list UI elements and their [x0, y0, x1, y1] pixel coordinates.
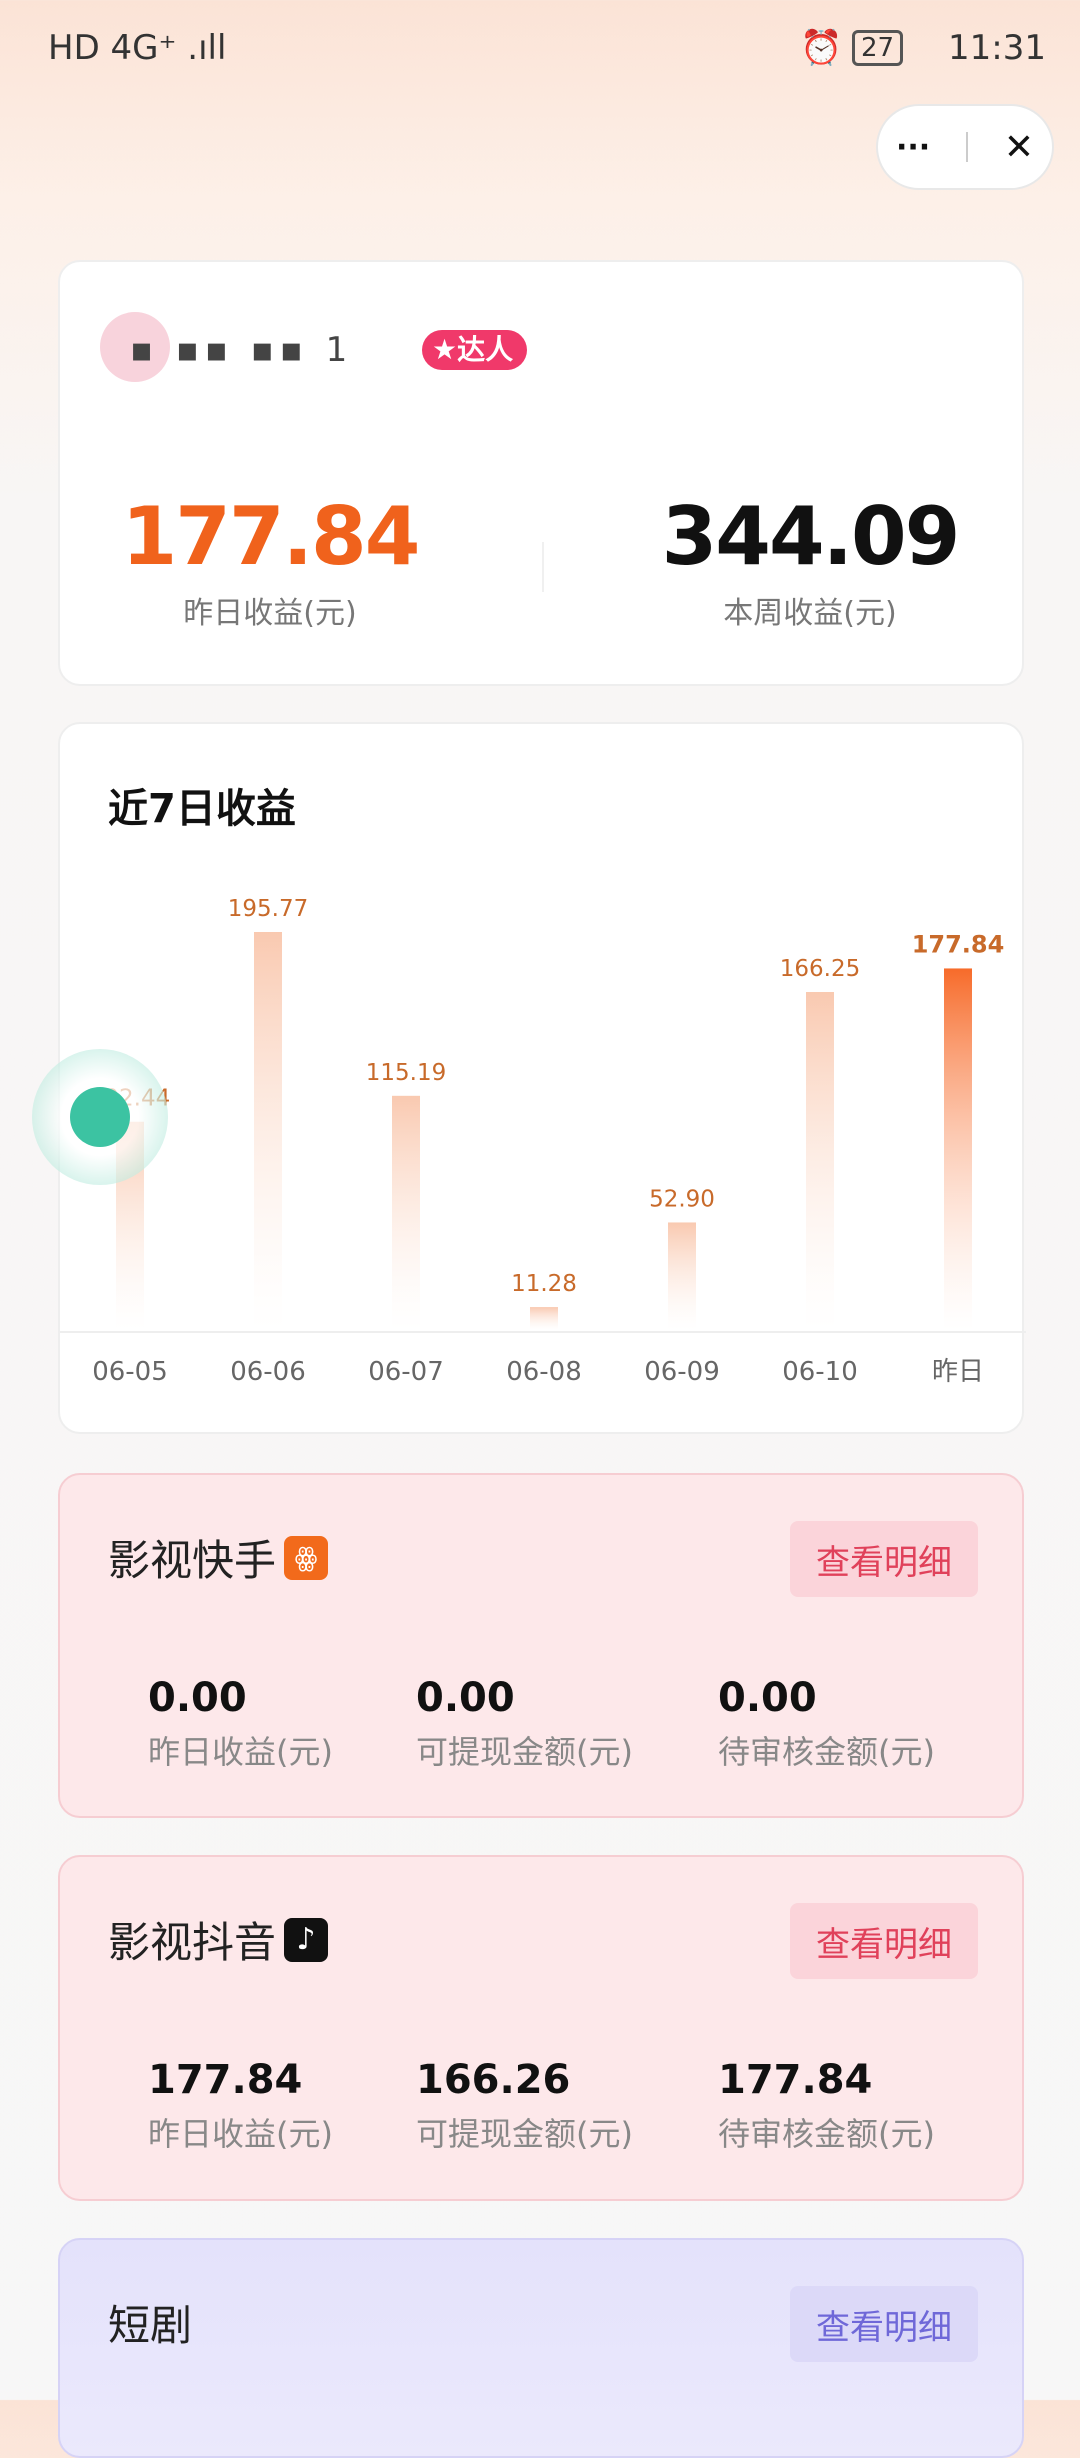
data-label: 115.19 — [366, 1060, 446, 1086]
data-label: 52.90 — [649, 1186, 715, 1212]
x-tick-label: 06-07 — [368, 1357, 444, 1387]
platform-title: 影视快手 — [108, 1536, 277, 1585]
bar-06-10 — [806, 992, 834, 1330]
bar-06-08 — [530, 1307, 558, 1330]
data-label: 195.77 — [228, 896, 308, 922]
star-icon: ★ — [432, 333, 458, 366]
x-tick-label: 06-09 — [644, 1357, 720, 1387]
bar-chart: 102.4406-05195.7706-06115.1906-0711.2806… — [60, 896, 1026, 1387]
short-drama-card: 短剧 查看明细 — [58, 2238, 1024, 2458]
stat-label: 可提现金额(元) — [416, 2115, 633, 2153]
x-tick-label: 06-10 — [782, 1357, 858, 1387]
data-label: 177.84 — [912, 930, 1005, 958]
capsule-divider — [966, 132, 969, 162]
stat-label: 昨日收益(元) — [148, 2115, 333, 2153]
stat-value: 177.84 — [718, 2057, 873, 2103]
network-indicators: HD 4G⁺ .ıll — [48, 28, 227, 68]
stat-label: 可提现金额(元) — [416, 1733, 633, 1771]
profile-summary-card: ▪ ▪▪ ▪▪ 1 ★达人 177.84 昨日收益(元) 344.09 本周收益… — [58, 260, 1024, 686]
more-button[interactable]: ··· — [895, 129, 931, 165]
kuaishou-icon: ꙮ — [284, 1535, 329, 1580]
alarm-icon: ⏰ — [800, 28, 843, 68]
user-name: ▪ ▪▪ ▪▪ 1 — [130, 330, 354, 370]
yesterday-label: 昨日收益(元) — [183, 596, 357, 631]
week-value: 344.09 — [661, 490, 961, 583]
data-label: 166.25 — [780, 956, 860, 982]
platform-title: 短剧 — [108, 2301, 193, 2350]
badge-label: 达人 — [457, 333, 514, 366]
close-button[interactable]: ✕ — [1003, 126, 1035, 168]
kuaishou-card: 影视快手 ꙮ 查看明细 0.00 昨日收益(元) 0.00 可提现金额(元) 0.00… — [58, 1473, 1024, 1818]
stat-label: 待审核金额(元) — [718, 1733, 935, 1771]
bar-06-09 — [668, 1222, 696, 1330]
seven-day-chart-card: 近7日收益 102.4406-05195.7706-06115.1906-071… — [58, 722, 1026, 1434]
expert-badge: ★达人 — [422, 330, 528, 370]
touch-dot — [70, 1087, 130, 1147]
avatar[interactable] — [100, 312, 170, 382]
x-tick-label: 06-06 — [230, 1357, 306, 1387]
status-time: 11:31 — [948, 28, 1046, 68]
x-tick-label: 06-05 — [92, 1357, 168, 1387]
mini-program-capsule: ··· ✕ — [876, 104, 1054, 190]
yesterday-earnings: 177.84 昨日收益(元) — [60, 492, 480, 632]
stat-value: 0.00 — [416, 1675, 515, 1721]
week-label: 本周收益(元) — [723, 596, 897, 631]
data-label: 11.28 — [511, 1271, 577, 1297]
platform-title: 影视抖音 — [108, 1918, 277, 1967]
stat-label: 待审核金额(元) — [718, 2115, 935, 2153]
stat-label: 昨日收益(元) — [148, 1733, 333, 1771]
touch-indicator — [32, 1049, 168, 1185]
view-details-button[interactable]: 查看明细 — [790, 2286, 978, 2362]
bar-06-07 — [392, 1095, 420, 1330]
stat-value: 166.26 — [416, 2057, 571, 2103]
douyin-card: 影视抖音 ♪ 查看明细 177.84 昨日收益(元) 166.26 可提现金额(元) … — [58, 1855, 1024, 2201]
douyin-icon: ♪ — [284, 1917, 329, 1962]
x-tick-label: 昨日 — [932, 1357, 984, 1387]
view-details-button[interactable]: 查看明细 — [790, 1903, 978, 1979]
bar-昨日 — [944, 968, 972, 1330]
chart-title: 近7日收益 — [108, 786, 296, 832]
divider — [542, 542, 544, 592]
view-details-button[interactable]: 查看明细 — [790, 1521, 978, 1597]
status-bar: HD 4G⁺ .ıll ⏰ 27 11:31 — [0, 28, 1080, 78]
week-earnings: 344.09 本周收益(元) — [600, 492, 1020, 632]
stat-value: 0.00 — [718, 1675, 817, 1721]
stat-value: 0.00 — [148, 1675, 247, 1721]
stat-value: 177.84 — [148, 2057, 303, 2103]
yesterday-value: 177.84 — [121, 490, 421, 583]
bar-06-06 — [254, 932, 282, 1330]
battery-icon: 27 — [852, 30, 904, 66]
x-tick-label: 06-08 — [506, 1357, 582, 1387]
